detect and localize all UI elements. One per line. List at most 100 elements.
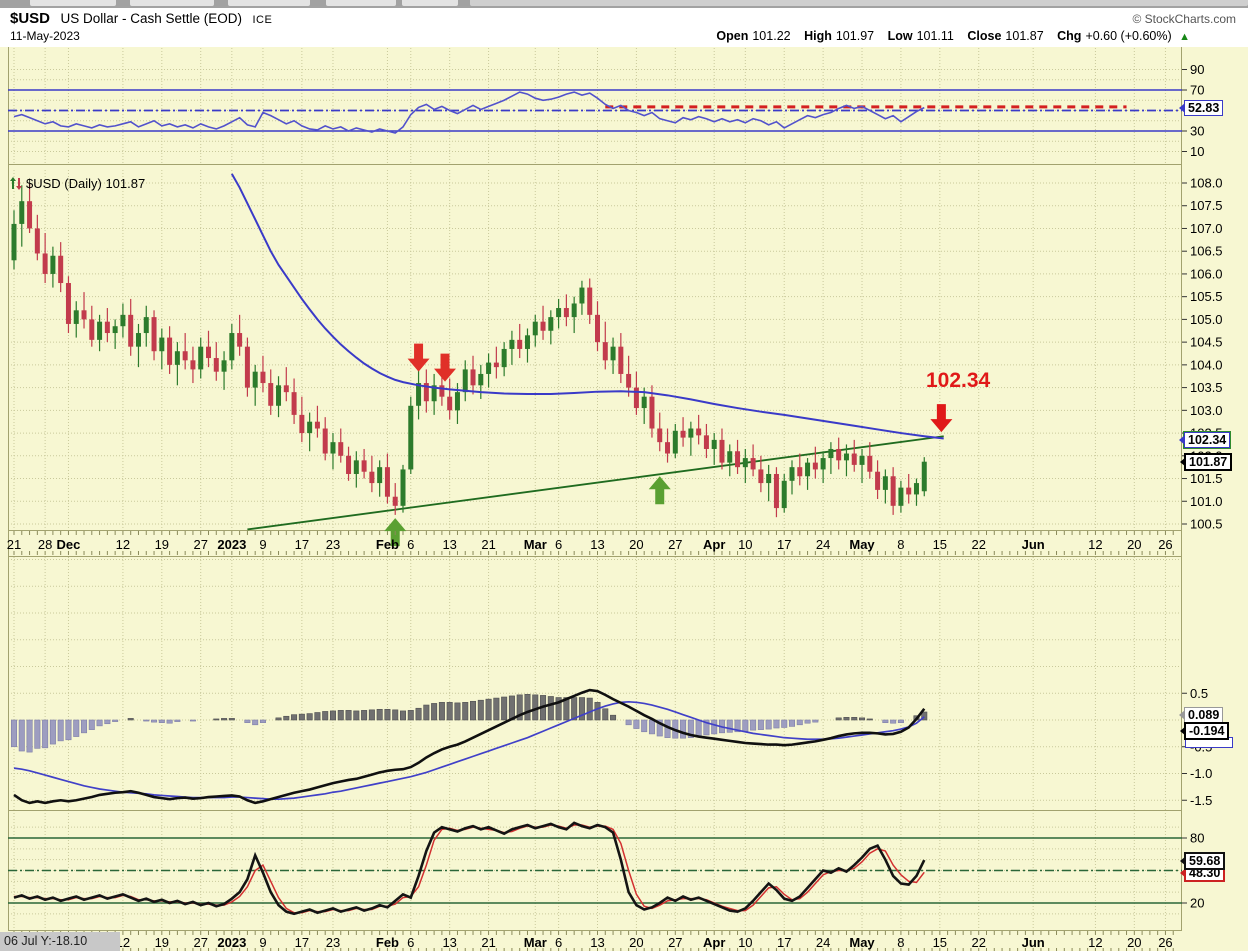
svg-text:Mar: Mar [524,935,547,950]
svg-text:101.5: 101.5 [1190,471,1223,486]
svg-text:13: 13 [442,935,456,950]
svg-text:20: 20 [629,537,643,552]
svg-text:21: 21 [481,537,495,552]
svg-text:105.0: 105.0 [1190,312,1223,327]
browser-tab [228,0,310,6]
high-label: High [804,29,832,43]
svg-text:104.5: 104.5 [1190,335,1223,350]
svg-text:8: 8 [897,935,904,950]
svg-text:104.0: 104.0 [1190,357,1223,372]
svg-text:107.0: 107.0 [1190,221,1223,236]
svg-text:106.5: 106.5 [1190,244,1223,259]
svg-text:Dec: Dec [57,537,81,552]
svg-text:10: 10 [738,935,752,950]
svg-text:108.0: 108.0 [1190,176,1223,191]
svg-text:13: 13 [590,935,604,950]
annotation-arrows-icon [10,177,22,190]
title-row: $USD US Dollar - Cash Settle (EOD) ICE [10,10,272,28]
chart-header: $USD US Dollar - Cash Settle (EOD) ICE ©… [0,8,1248,48]
up-triangle-icon: ▲ [1179,31,1190,43]
svg-text:27: 27 [668,537,682,552]
stoch-k-value-box: 59.68 [1184,852,1226,870]
svg-text:22: 22 [971,935,985,950]
svg-text:May: May [849,935,875,950]
svg-text:70: 70 [1190,83,1204,98]
chg-label: Chg [1057,29,1082,43]
svg-text:Apr: Apr [703,935,725,950]
svg-text:103.0: 103.0 [1190,403,1223,418]
svg-text:Jun: Jun [1022,935,1045,950]
svg-text:9: 9 [259,935,266,950]
symbol-name: US Dollar - Cash Settle (EOD) [60,11,243,26]
close-value: 101.87 [1005,29,1044,43]
svg-text:2023: 2023 [217,935,246,950]
browser-tab [470,0,1248,6]
svg-text:17: 17 [295,935,309,950]
svg-text:17: 17 [777,537,791,552]
crosshair-tooltip: 06 Jul Y:-18.10 [0,932,120,951]
svg-text:20: 20 [1127,537,1141,552]
svg-text:103.5: 103.5 [1190,380,1223,395]
svg-text:105.5: 105.5 [1190,289,1223,304]
svg-text:Feb: Feb [376,537,399,552]
svg-text:12: 12 [1088,935,1102,950]
svg-text:26: 26 [1158,537,1172,552]
open-value: 101.22 [752,29,791,43]
macd-value-box: -0.194 [1184,722,1230,740]
svg-text:Mar: Mar [524,537,547,552]
svg-text:101.0: 101.0 [1190,494,1223,509]
svg-text:107.5: 107.5 [1190,198,1223,213]
browser-tab [30,0,116,6]
svg-text:6: 6 [407,537,414,552]
open-label: Open [716,29,749,43]
svg-text:15: 15 [933,935,947,950]
exchange: ICE [252,14,273,26]
browser-tab [130,0,214,6]
svg-text:27: 27 [193,935,207,950]
svg-text:90: 90 [1190,62,1204,77]
svg-text:27: 27 [668,935,682,950]
symbol: $USD [10,10,51,27]
svg-text:23: 23 [326,935,340,950]
svg-text:9: 9 [259,537,266,552]
low-value: 101.11 [916,29,954,43]
browser-tab [326,0,396,6]
svg-text:19: 19 [155,935,169,950]
svg-text:26: 26 [1158,935,1172,950]
main-chart-label-text: $USD (Daily) 101.87 [26,176,146,191]
svg-text:2023: 2023 [217,537,246,552]
svg-text:24: 24 [816,935,830,950]
svg-text:12: 12 [1088,537,1102,552]
last-price-box: 101.87 [1184,453,1233,471]
chg-value: +0.60 (+0.60%) [1085,29,1172,43]
svg-text:10: 10 [1190,144,1204,159]
svg-text:106.0: 106.0 [1190,266,1223,281]
svg-text:20: 20 [629,935,643,950]
svg-text:19: 19 [155,537,169,552]
trendline-value-box: 102.34 [1182,431,1232,449]
close-label: Close [967,29,1002,43]
svg-text:6: 6 [407,935,414,950]
svg-text:May: May [849,537,875,552]
rsi-value-box: 52.83 [1184,100,1224,116]
high-value: 101.97 [835,29,875,43]
svg-text:Apr: Apr [703,537,725,552]
svg-text:13: 13 [442,537,456,552]
svg-text:24: 24 [816,537,830,552]
macd-hist-value-box: 0.089 [1184,707,1224,723]
svg-text:20: 20 [1190,896,1204,911]
browser-tab [402,0,458,6]
svg-text:Feb: Feb [376,935,399,950]
svg-text:23: 23 [326,537,340,552]
svg-text:8: 8 [897,537,904,552]
ohlc-quote: Open 101.22 High 101.97 Low 101.11 Close 101… [706,29,1190,43]
svg-text:-1.5: -1.5 [1190,793,1212,808]
svg-text:6: 6 [555,537,562,552]
svg-text:22: 22 [971,537,985,552]
svg-text:0.5: 0.5 [1190,686,1208,701]
low-label: Low [887,29,913,43]
svg-text:10: 10 [738,537,752,552]
svg-text:15: 15 [933,537,947,552]
svg-text:21: 21 [481,935,495,950]
